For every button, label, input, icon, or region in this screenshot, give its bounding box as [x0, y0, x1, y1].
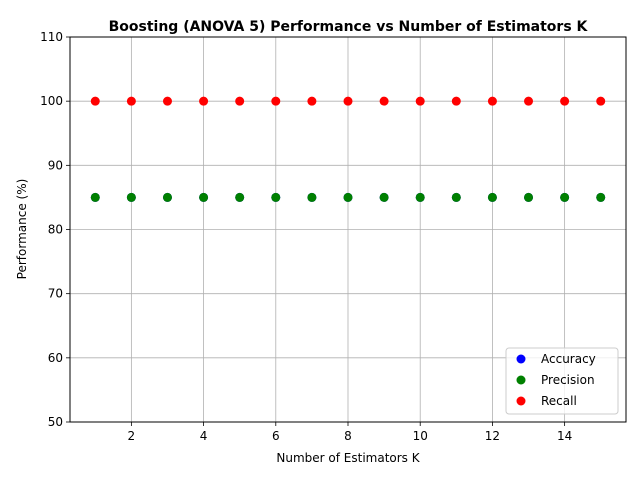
recall-point	[560, 96, 570, 106]
recall-point	[487, 96, 497, 106]
y-axis-label: Performance (%)	[15, 179, 29, 280]
recall-point	[162, 96, 172, 106]
precision-point	[126, 192, 136, 202]
x-tick-label: 4	[200, 429, 208, 443]
axis-ticks: 2 4 6 8 10 12 14 50 60 70 80 90 100 110	[40, 30, 572, 443]
legend-label-recall: Recall	[541, 394, 577, 408]
x-tick-label: 2	[128, 429, 136, 443]
recall-point	[90, 96, 100, 106]
y-tick-label: 70	[48, 287, 63, 301]
recall-point	[271, 96, 281, 106]
recall-point	[126, 96, 136, 106]
precision-point	[235, 192, 245, 202]
legend-box	[505, 347, 619, 415]
x-tick-label: 8	[344, 429, 352, 443]
x-tick-label: 10	[413, 429, 428, 443]
y-tick-label: 60	[48, 351, 63, 365]
recall-point	[415, 96, 425, 106]
precision-point	[415, 192, 425, 202]
y-tick-label: 100	[40, 94, 63, 108]
recall-point	[343, 96, 353, 106]
y-tick-label: 110	[40, 30, 63, 44]
recall-point	[199, 96, 209, 106]
precision-point	[162, 192, 172, 202]
legend-label-accuracy: Accuracy	[541, 352, 596, 366]
precision-point	[596, 192, 606, 202]
precision-point	[199, 192, 209, 202]
legend-marker-recall	[516, 396, 526, 406]
legend-label-precision: Precision	[541, 373, 595, 387]
precision-point	[560, 192, 570, 202]
recall-point	[451, 96, 461, 106]
legend: Accuracy Precision Recall	[505, 347, 619, 415]
legend-marker-precision	[516, 375, 526, 385]
recall-point	[307, 96, 317, 106]
x-tick-label: 14	[557, 429, 572, 443]
precision-point	[379, 192, 389, 202]
y-tick-label: 90	[48, 158, 63, 172]
data-points	[90, 96, 606, 202]
precision-point	[524, 192, 534, 202]
x-tick-label: 12	[485, 429, 500, 443]
chart-title: Boosting (ANOVA 5) Performance vs Number…	[109, 19, 589, 35]
recall-point	[379, 96, 389, 106]
y-tick-label: 80	[48, 223, 63, 237]
x-axis-label: Number of Estimators K	[276, 451, 420, 465]
precision-point	[451, 192, 461, 202]
y-tick-label: 50	[48, 415, 63, 429]
precision-point	[343, 192, 353, 202]
recall-point	[524, 96, 534, 106]
precision-point	[307, 192, 317, 202]
recall-point	[235, 96, 245, 106]
precision-point	[487, 192, 497, 202]
precision-point	[90, 192, 100, 202]
recall-point	[596, 96, 606, 106]
precision-point	[271, 192, 281, 202]
x-tick-label: 6	[272, 429, 280, 443]
legend-marker-accuracy	[516, 354, 526, 364]
